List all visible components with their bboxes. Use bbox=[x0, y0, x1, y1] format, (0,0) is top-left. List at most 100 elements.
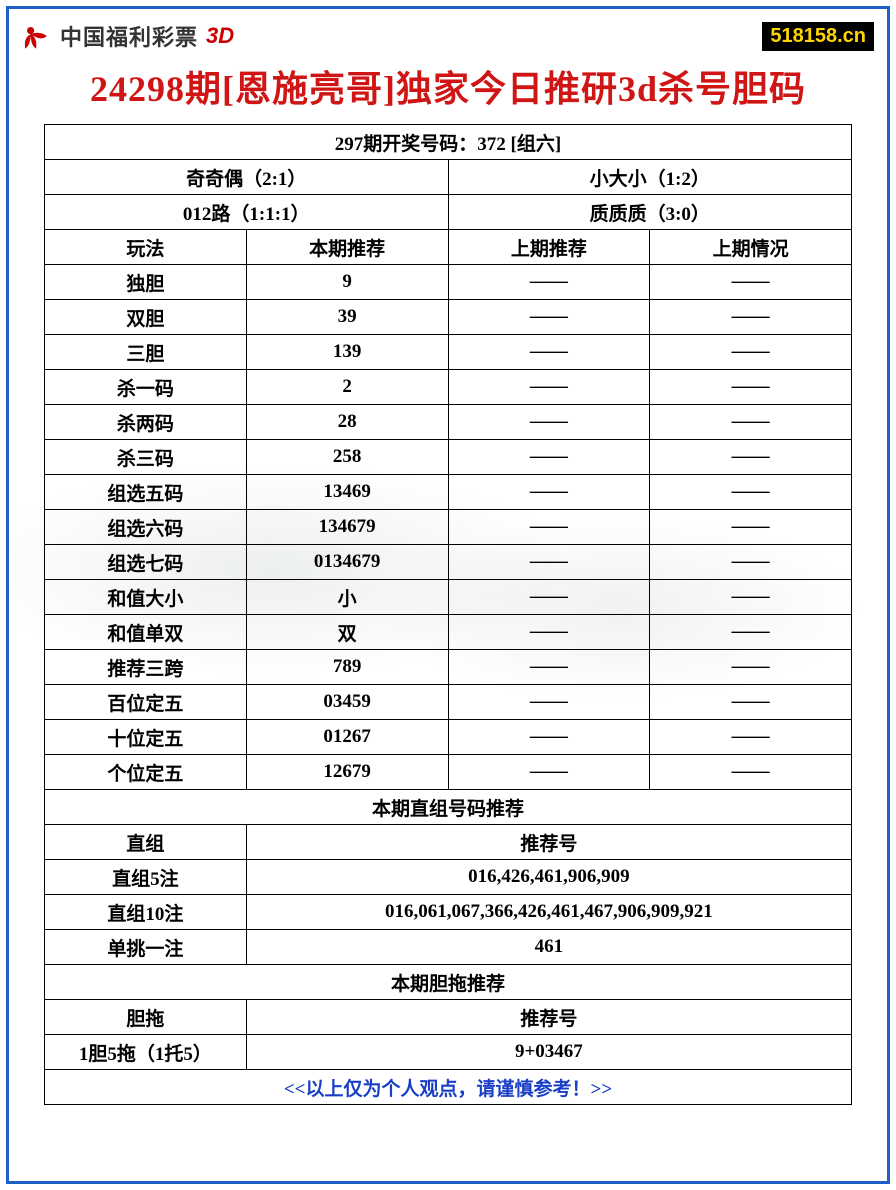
prev-cell: —— bbox=[448, 265, 650, 300]
parity-cell: 奇奇偶（2:1） bbox=[45, 160, 449, 195]
col-header-method: 玩法 bbox=[45, 230, 247, 265]
route-cell: 012路（1:1:1） bbox=[45, 195, 449, 230]
prev-result-cell: —— bbox=[650, 580, 852, 615]
current-cell: 2 bbox=[246, 370, 448, 405]
prev-cell: —— bbox=[448, 580, 650, 615]
col-header-prev: 上期推荐 bbox=[448, 230, 650, 265]
prev-cell: —— bbox=[448, 475, 650, 510]
table-row: 杀一码2———— bbox=[45, 370, 852, 405]
dan-type-cell: 1胆5拖（1托5） bbox=[45, 1035, 247, 1070]
prev-cell: —— bbox=[448, 685, 650, 720]
size-cell: 小大小（1:2） bbox=[448, 160, 852, 195]
prev-result-cell: —— bbox=[650, 545, 852, 580]
prev-cell: —— bbox=[448, 615, 650, 650]
method-cell: 独胆 bbox=[45, 265, 247, 300]
main-table: 297期开奖号码：372 [组六] 奇奇偶（2:1） 小大小（1:2） 012路… bbox=[44, 124, 852, 1105]
method-cell: 组选七码 bbox=[45, 545, 247, 580]
method-cell: 杀三码 bbox=[45, 440, 247, 475]
table-row: 单挑一注461 bbox=[45, 930, 852, 965]
draw-result-row: 297期开奖号码：372 [组六] bbox=[45, 125, 852, 160]
combo-type-cell: 单挑一注 bbox=[45, 930, 247, 965]
section1-header-left: 直组 bbox=[45, 825, 247, 860]
current-cell: 789 bbox=[246, 650, 448, 685]
current-cell: 03459 bbox=[246, 685, 448, 720]
site-badge: 518158.cn bbox=[762, 22, 874, 51]
table-row: 十位定五01267———— bbox=[45, 720, 852, 755]
prev-cell: —— bbox=[448, 370, 650, 405]
method-cell: 和值大小 bbox=[45, 580, 247, 615]
table-row: 三胆139———— bbox=[45, 335, 852, 370]
method-cell: 十位定五 bbox=[45, 720, 247, 755]
table-row: 独胆9———— bbox=[45, 265, 852, 300]
prev-result-cell: —— bbox=[650, 475, 852, 510]
prev-result-cell: —— bbox=[650, 650, 852, 685]
prev-cell: —— bbox=[448, 720, 650, 755]
method-cell: 百位定五 bbox=[45, 685, 247, 720]
combo-type-cell: 直组10注 bbox=[45, 895, 247, 930]
prev-cell: —— bbox=[448, 650, 650, 685]
table-row: 杀三码258———— bbox=[45, 440, 852, 475]
prime-cell: 质质质（3:0） bbox=[448, 195, 852, 230]
table-row: 组选七码0134679———— bbox=[45, 545, 852, 580]
current-cell: 139 bbox=[246, 335, 448, 370]
table-row: 直组5注016,426,461,906,909 bbox=[45, 860, 852, 895]
prev-cell: —— bbox=[448, 405, 650, 440]
current-cell: 39 bbox=[246, 300, 448, 335]
prev-result-cell: —— bbox=[650, 300, 852, 335]
table-row: 推荐三跨789———— bbox=[45, 650, 852, 685]
section2-header-right: 推荐号 bbox=[246, 1000, 851, 1035]
table-row: 组选五码13469———— bbox=[45, 475, 852, 510]
method-cell: 推荐三跨 bbox=[45, 650, 247, 685]
prev-result-cell: —— bbox=[650, 510, 852, 545]
dan-numbers-cell: 9+03467 bbox=[246, 1035, 851, 1070]
prev-cell: —— bbox=[448, 755, 650, 790]
current-cell: 12679 bbox=[246, 755, 448, 790]
table-row: 百位定五03459———— bbox=[45, 685, 852, 720]
page-title: 24298期[恩施亮哥]独家今日推研3d杀号胆码 bbox=[0, 60, 896, 112]
brand-suffix: 3D bbox=[206, 23, 234, 49]
prev-result-cell: —— bbox=[650, 685, 852, 720]
method-cell: 组选六码 bbox=[45, 510, 247, 545]
combo-numbers-cell: 461 bbox=[246, 930, 851, 965]
prev-result-cell: —— bbox=[650, 265, 852, 300]
section2-header-left: 胆拖 bbox=[45, 1000, 247, 1035]
current-cell: 小 bbox=[246, 580, 448, 615]
table-row: 1胆5拖（1托5）9+03467 bbox=[45, 1035, 852, 1070]
table-row: 双胆39———— bbox=[45, 300, 852, 335]
table-row: 个位定五12679———— bbox=[45, 755, 852, 790]
prev-result-cell: —— bbox=[650, 335, 852, 370]
table-row: 组选六码134679———— bbox=[45, 510, 852, 545]
current-cell: 双 bbox=[246, 615, 448, 650]
method-cell: 个位定五 bbox=[45, 755, 247, 790]
col-header-prev-result: 上期情况 bbox=[650, 230, 852, 265]
col-header-current: 本期推荐 bbox=[246, 230, 448, 265]
method-cell: 组选五码 bbox=[45, 475, 247, 510]
current-cell: 01267 bbox=[246, 720, 448, 755]
combo-numbers-cell: 016,061,067,366,426,461,467,906,909,921 bbox=[246, 895, 851, 930]
header: 中国福利彩票 3D bbox=[18, 18, 234, 54]
method-cell: 双胆 bbox=[45, 300, 247, 335]
current-cell: 0134679 bbox=[246, 545, 448, 580]
prev-result-cell: —— bbox=[650, 720, 852, 755]
section1-header-right: 推荐号 bbox=[246, 825, 851, 860]
method-cell: 杀两码 bbox=[45, 405, 247, 440]
footer-note: <<以上仅为个人观点，请谨慎参考！>> bbox=[45, 1070, 852, 1105]
combo-numbers-cell: 016,426,461,906,909 bbox=[246, 860, 851, 895]
brand-text: 中国福利彩票 bbox=[60, 20, 198, 52]
prev-result-cell: —— bbox=[650, 440, 852, 475]
method-cell: 和值单双 bbox=[45, 615, 247, 650]
table-row: 和值单双双———— bbox=[45, 615, 852, 650]
current-cell: 28 bbox=[246, 405, 448, 440]
current-cell: 258 bbox=[246, 440, 448, 475]
prev-cell: —— bbox=[448, 545, 650, 580]
section2-title: 本期胆拖推荐 bbox=[45, 965, 852, 1000]
table-row: 和值大小小———— bbox=[45, 580, 852, 615]
prev-result-cell: —— bbox=[650, 370, 852, 405]
combo-type-cell: 直组5注 bbox=[45, 860, 247, 895]
prev-cell: —— bbox=[448, 440, 650, 475]
current-cell: 13469 bbox=[246, 475, 448, 510]
prev-cell: —— bbox=[448, 510, 650, 545]
table-row: 直组10注016,061,067,366,426,461,467,906,909… bbox=[45, 895, 852, 930]
prev-cell: —— bbox=[448, 335, 650, 370]
section1-title: 本期直组号码推荐 bbox=[45, 790, 852, 825]
